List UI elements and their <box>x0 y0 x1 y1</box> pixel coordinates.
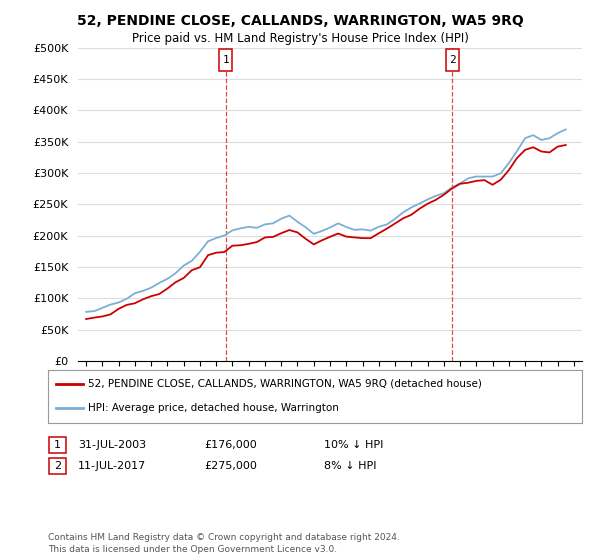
Text: Price paid vs. HM Land Registry's House Price Index (HPI): Price paid vs. HM Land Registry's House … <box>131 32 469 45</box>
Text: £176,000: £176,000 <box>204 440 257 450</box>
Text: 8% ↓ HPI: 8% ↓ HPI <box>324 461 377 471</box>
Text: 2: 2 <box>54 461 61 471</box>
Text: HPI: Average price, detached house, Warrington: HPI: Average price, detached house, Warr… <box>88 403 339 413</box>
Text: £275,000: £275,000 <box>204 461 257 471</box>
Text: 1: 1 <box>222 55 229 65</box>
Text: 2: 2 <box>449 55 456 65</box>
Text: This data is licensed under the Open Government Licence v3.0.: This data is licensed under the Open Gov… <box>48 545 337 554</box>
FancyBboxPatch shape <box>446 49 459 71</box>
Text: 11-JUL-2017: 11-JUL-2017 <box>78 461 146 471</box>
Text: Contains HM Land Registry data © Crown copyright and database right 2024.: Contains HM Land Registry data © Crown c… <box>48 533 400 542</box>
Text: 1: 1 <box>54 440 61 450</box>
FancyBboxPatch shape <box>219 49 232 71</box>
Text: 52, PENDINE CLOSE, CALLANDS, WARRINGTON, WA5 9RQ: 52, PENDINE CLOSE, CALLANDS, WARRINGTON,… <box>77 14 523 28</box>
Text: 31-JUL-2003: 31-JUL-2003 <box>78 440 146 450</box>
Text: 10% ↓ HPI: 10% ↓ HPI <box>324 440 383 450</box>
Text: 52, PENDINE CLOSE, CALLANDS, WARRINGTON, WA5 9RQ (detached house): 52, PENDINE CLOSE, CALLANDS, WARRINGTON,… <box>88 379 482 389</box>
